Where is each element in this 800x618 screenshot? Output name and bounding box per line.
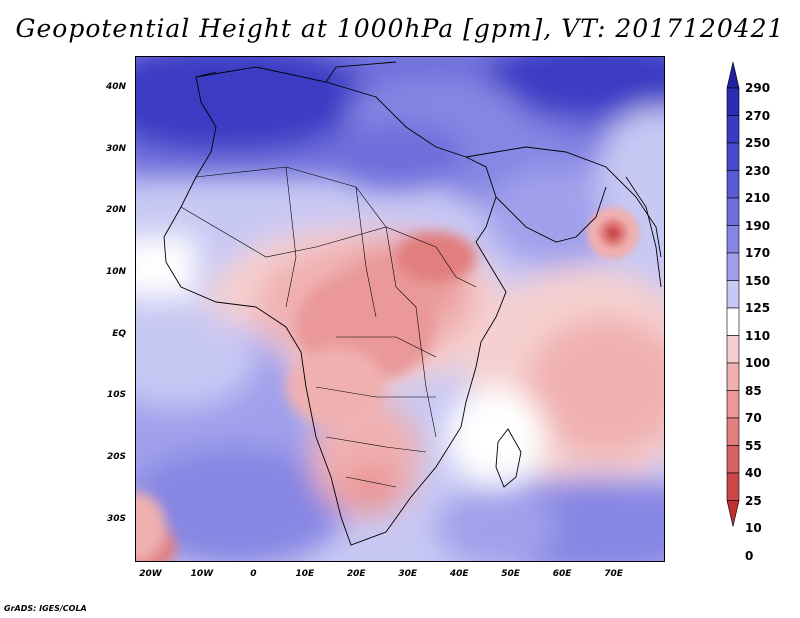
colorbar-bottom-arrow xyxy=(726,500,740,527)
colorbar-level-label: 25 xyxy=(745,493,762,508)
colorbar-swatch xyxy=(726,115,740,144)
colorbar-level-label: 70 xyxy=(745,411,762,425)
colorbar-level-label: 270 xyxy=(745,108,771,123)
colorbar-swatch xyxy=(726,445,740,474)
lon-label: 70E xyxy=(604,569,623,579)
map-panel xyxy=(135,56,665,562)
lon-label: 50E xyxy=(501,569,520,579)
coastlines xyxy=(163,61,662,546)
lon-label: 60E xyxy=(552,569,572,579)
colorbar-level-label: 150 xyxy=(745,273,771,288)
lat-label: 30S xyxy=(106,513,126,524)
lat-label: 10S xyxy=(106,390,126,401)
colorbar-swatch xyxy=(726,472,740,501)
lon-label: 30E xyxy=(398,569,418,579)
colorbar-swatch xyxy=(726,225,740,254)
geopotential-field-map xyxy=(136,57,664,561)
map-title: Geopotential Height at 1000hPa [gpm], VT… xyxy=(15,14,785,43)
colorbar-level-label: 55 xyxy=(745,438,762,453)
lat-label: 20N xyxy=(105,205,126,216)
lon-label: 20W xyxy=(139,569,162,579)
colorbar-level-label: 170 xyxy=(745,246,771,260)
lat-label: 30N xyxy=(105,143,126,154)
colorbar-swatch xyxy=(726,170,740,199)
lon-label: 40E xyxy=(449,569,469,579)
colorbar-level-label: 0 xyxy=(745,548,754,563)
grads-credit: GrADS: IGES/COLA xyxy=(4,604,87,613)
lon-label: 10W xyxy=(190,569,214,579)
field-detail xyxy=(136,232,476,561)
colorbar-level-label: 100 xyxy=(745,356,771,370)
lon-label: 20E xyxy=(346,569,366,579)
colorbar xyxy=(726,61,740,527)
colorbar-swatch xyxy=(726,335,740,364)
colorbar-level-label: 125 xyxy=(745,301,771,315)
colorbar-level-label: 190 xyxy=(745,218,771,233)
colorbar-level-label: 85 xyxy=(745,383,762,398)
lon-label: 0 xyxy=(250,569,257,579)
lat-label: 40N xyxy=(105,81,126,92)
colorbar-swatch xyxy=(726,142,740,171)
colorbar-swatch xyxy=(726,417,740,446)
colorbar-swatch xyxy=(726,87,740,116)
colorbar-swatch xyxy=(726,252,740,281)
colorbar-top-arrow xyxy=(726,61,740,89)
colorbar-level-label: 230 xyxy=(745,163,771,178)
lat-label: 10N xyxy=(105,266,126,277)
colorbar-swatch xyxy=(726,362,740,391)
colorbar-swatch xyxy=(726,280,740,309)
colorbar-swatch xyxy=(726,307,740,336)
lon-label: 10E xyxy=(295,569,315,579)
colorbar-swatch xyxy=(726,390,740,419)
colorbar-level-label: 10 xyxy=(745,521,762,535)
colorbar-level-label: 290 xyxy=(745,81,771,95)
tropical-cyclone-core xyxy=(587,207,639,259)
lat-label: 20S xyxy=(106,452,126,463)
colorbar-level-label: 250 xyxy=(745,136,771,150)
lat-label: EQ xyxy=(112,328,126,339)
colorbar-level-label: 40 xyxy=(745,466,762,480)
colorbar-level-label: 110 xyxy=(745,328,771,343)
colorbar-swatch xyxy=(726,197,740,226)
colorbar-level-label: 210 xyxy=(745,191,771,205)
country-borders xyxy=(180,166,477,488)
